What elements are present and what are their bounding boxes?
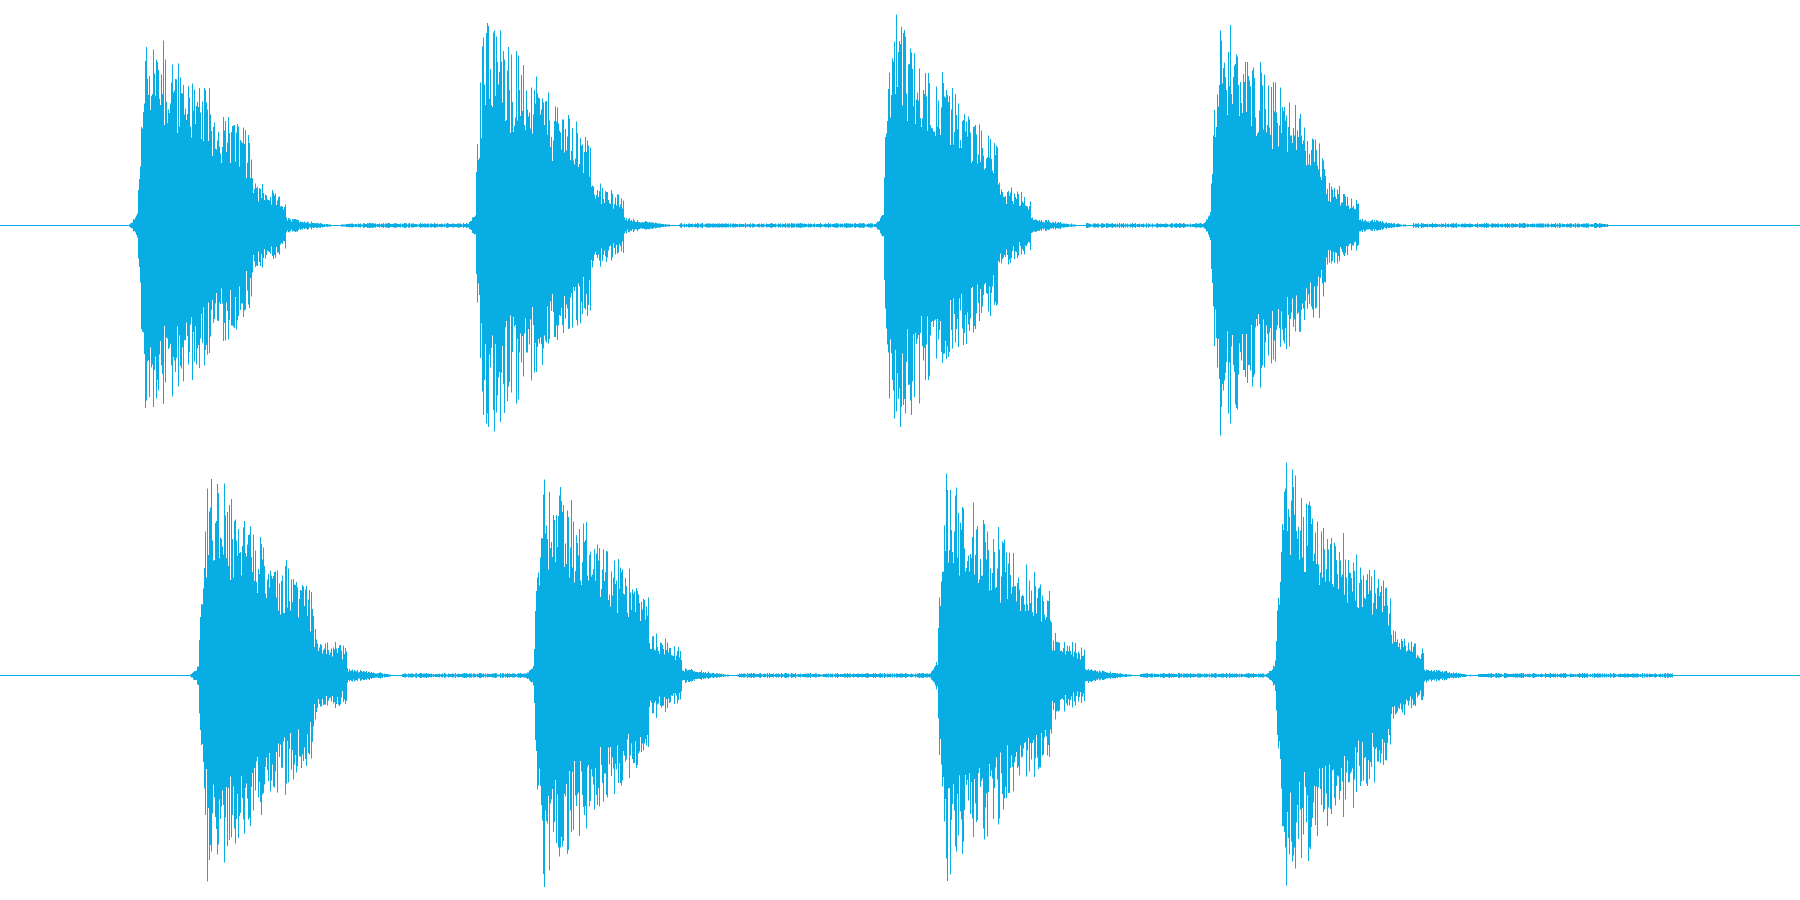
waveform-burst-2-2 bbox=[520, 479, 931, 887]
channel-1-waveform bbox=[0, 14, 1800, 436]
channel-2-waveform bbox=[0, 462, 1800, 887]
waveform-burst-2-4 bbox=[1261, 462, 1673, 886]
waveform-burst-1-2 bbox=[462, 22, 873, 432]
waveform-burst-1-4 bbox=[1197, 25, 1608, 436]
